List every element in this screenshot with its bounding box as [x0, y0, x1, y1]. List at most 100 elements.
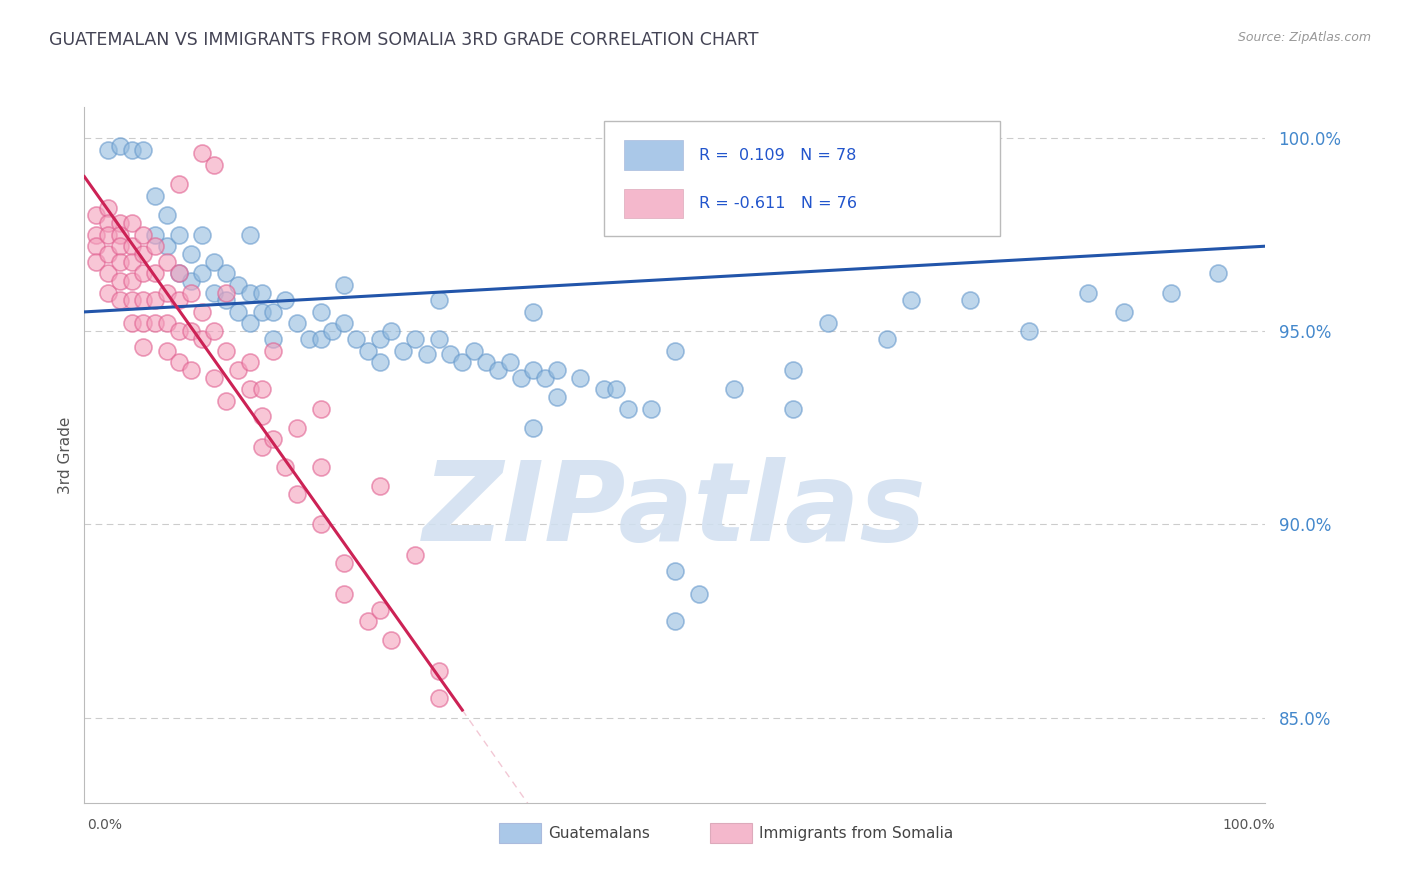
Y-axis label: 3rd Grade: 3rd Grade: [58, 417, 73, 493]
Point: [534, 370, 557, 384]
Point: [333, 317, 356, 331]
Text: GUATEMALAN VS IMMIGRANTS FROM SOMALIA 3RD GRADE CORRELATION CHART: GUATEMALAN VS IMMIGRANTS FROM SOMALIA 3R…: [49, 31, 759, 49]
Point: [84, 254, 107, 268]
Point: [510, 370, 533, 384]
Point: [475, 355, 498, 369]
Point: [262, 343, 284, 358]
Point: [84, 239, 107, 253]
Point: [333, 587, 356, 601]
Point: [569, 370, 592, 384]
Point: [333, 556, 356, 570]
Text: Source: ZipAtlas.com: Source: ZipAtlas.com: [1237, 31, 1371, 45]
Point: [121, 317, 143, 331]
Point: [380, 633, 402, 648]
Point: [97, 216, 120, 230]
Point: [143, 293, 166, 308]
Point: [226, 277, 249, 292]
Point: [121, 293, 143, 308]
Point: [84, 227, 107, 242]
Point: [108, 239, 131, 253]
Point: [215, 285, 238, 300]
Point: [108, 138, 131, 153]
Point: [959, 293, 981, 308]
Point: [180, 247, 202, 261]
Point: [274, 293, 297, 308]
Point: [593, 382, 616, 396]
Point: [97, 201, 120, 215]
Point: [782, 363, 804, 377]
Point: [688, 587, 710, 601]
Point: [368, 332, 391, 346]
Point: [239, 285, 262, 300]
Point: [239, 317, 262, 331]
Point: [108, 293, 131, 308]
Point: [191, 332, 214, 346]
Point: [226, 363, 249, 377]
Point: [723, 382, 745, 396]
Point: [97, 227, 120, 242]
Point: [156, 317, 179, 331]
Point: [191, 266, 214, 280]
Point: [156, 208, 179, 222]
Point: [97, 247, 120, 261]
Point: [285, 317, 308, 331]
Point: [215, 266, 238, 280]
Point: [404, 332, 426, 346]
FancyBboxPatch shape: [624, 140, 683, 169]
Point: [250, 440, 273, 454]
Point: [121, 274, 143, 288]
Point: [191, 146, 214, 161]
Point: [121, 254, 143, 268]
Point: [167, 355, 190, 369]
Point: [357, 343, 380, 358]
Point: [309, 459, 332, 474]
Point: [180, 363, 202, 377]
Point: [215, 343, 238, 358]
Point: [782, 401, 804, 416]
Point: [143, 239, 166, 253]
Point: [97, 266, 120, 280]
Point: [463, 343, 485, 358]
Point: [368, 355, 391, 369]
Point: [285, 421, 308, 435]
Point: [546, 390, 568, 404]
FancyBboxPatch shape: [624, 189, 683, 219]
Point: [167, 227, 190, 242]
Point: [427, 332, 450, 346]
Point: [404, 549, 426, 563]
Point: [522, 305, 544, 319]
Point: [298, 332, 321, 346]
Point: [202, 285, 225, 300]
Point: [97, 285, 120, 300]
Point: [1112, 305, 1135, 319]
Point: [167, 266, 190, 280]
Point: [167, 293, 190, 308]
Point: [97, 143, 120, 157]
Point: [143, 266, 166, 280]
Point: [191, 227, 214, 242]
Text: R = -0.611   N = 76: R = -0.611 N = 76: [699, 196, 856, 211]
Point: [121, 143, 143, 157]
Point: [1206, 266, 1229, 280]
Text: Immigrants from Somalia: Immigrants from Somalia: [759, 826, 953, 840]
Text: R =  0.109   N = 78: R = 0.109 N = 78: [699, 147, 856, 162]
Point: [1160, 285, 1182, 300]
Point: [202, 324, 225, 338]
Point: [368, 602, 391, 616]
Point: [451, 355, 474, 369]
Point: [664, 343, 686, 358]
Point: [427, 691, 450, 706]
Point: [132, 247, 155, 261]
Point: [202, 254, 225, 268]
Point: [121, 239, 143, 253]
Point: [262, 332, 284, 346]
Point: [344, 332, 367, 346]
Point: [309, 332, 332, 346]
Point: [108, 227, 131, 242]
Point: [121, 216, 143, 230]
Point: [439, 347, 461, 361]
Point: [321, 324, 343, 338]
Point: [108, 216, 131, 230]
Point: [262, 433, 284, 447]
Point: [215, 393, 238, 408]
